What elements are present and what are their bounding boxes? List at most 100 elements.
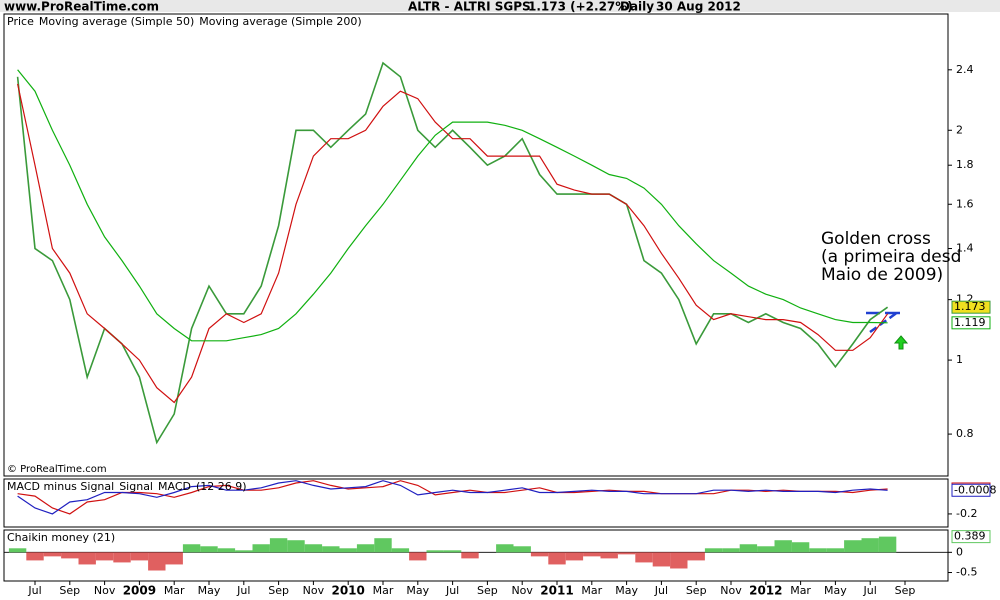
bar — [322, 546, 340, 553]
x-tick-label: May — [615, 584, 638, 597]
legend-entry: Moving average (Simple 50) — [39, 15, 194, 28]
annotation: (a primeira desd — [821, 247, 961, 267]
y-tick-label: 2 — [956, 123, 963, 136]
x-tick-label: Sep — [268, 584, 289, 597]
bar — [426, 550, 444, 553]
bar — [513, 546, 531, 553]
bar — [26, 552, 44, 561]
x-tick-label: Nov — [511, 584, 533, 597]
bar — [635, 552, 653, 563]
bar — [530, 552, 549, 557]
x-tick-label: Jul — [863, 584, 877, 597]
y-tick-label: 0 — [956, 545, 963, 558]
y-tick-label: 1.8 — [956, 158, 974, 171]
bar — [252, 544, 270, 553]
arrow — [893, 335, 909, 350]
bar — [443, 550, 462, 553]
x-tick-label: 2009 — [123, 584, 156, 598]
annotation-line — [869, 310, 899, 334]
chaikin-panel — [3, 529, 949, 582]
bar — [548, 552, 566, 565]
bar — [43, 552, 62, 557]
series-line — [16, 61, 889, 445]
x-tick-label: Sep — [895, 584, 916, 597]
bar — [356, 544, 375, 553]
x-tick-label: Mar — [790, 584, 811, 597]
bar — [791, 542, 810, 553]
bar — [78, 552, 96, 565]
copyright: © ProRealTime.com — [7, 464, 107, 475]
bar — [809, 548, 827, 553]
value-box — [951, 300, 991, 314]
x-tick-label: Mar — [164, 584, 185, 597]
header-bar — [0, 0, 1000, 12]
series-line — [17, 83, 889, 404]
bar — [687, 552, 705, 561]
value-label: 1.119 — [954, 316, 986, 329]
bar — [113, 552, 131, 563]
bar — [739, 544, 758, 553]
x-tick-label: Sep — [686, 584, 707, 597]
legend-entry: MACD minus Signal — [7, 480, 114, 493]
bar — [61, 552, 79, 559]
legend-entry: Chaikin money (21) — [7, 531, 115, 544]
y-tick-label: -0.5 — [956, 566, 977, 579]
x-tick-label: May — [824, 584, 847, 597]
bar — [235, 550, 253, 553]
value-box — [951, 316, 991, 330]
bar — [774, 540, 792, 553]
bar — [704, 548, 723, 553]
site: www.ProRealTime.com — [4, 0, 159, 14]
y-tick-label: -0.2 — [956, 507, 977, 520]
series-line — [17, 480, 888, 515]
x-tick-label: Jul — [445, 584, 459, 597]
bar — [617, 552, 636, 555]
series-line — [17, 480, 888, 515]
annotation: Maio de 2009) — [821, 265, 943, 285]
bar — [287, 540, 305, 553]
bar — [130, 552, 149, 561]
series-line — [17, 69, 888, 342]
y-tick-label: 1 — [956, 353, 963, 366]
x-tick-label: May — [406, 584, 429, 597]
bar — [565, 552, 584, 561]
x-tick-label: Sep — [477, 584, 498, 597]
bar — [374, 538, 392, 553]
x-tick-label: Jul — [27, 584, 41, 597]
bar — [165, 552, 183, 565]
bar — [217, 548, 236, 553]
bar — [861, 538, 879, 553]
bar — [826, 548, 845, 553]
bar — [8, 548, 27, 553]
x-tick-label: Nov — [94, 584, 116, 597]
period: Daily — [620, 0, 654, 14]
legend-entry: Moving average (Simple 200) — [199, 15, 361, 28]
bar — [670, 552, 688, 569]
value-label: -0.0008 — [954, 483, 996, 496]
x-tick-label: Mar — [581, 584, 602, 597]
price-panel — [3, 13, 949, 477]
annotation: Golden cross — [821, 229, 931, 249]
legend-entry: Signal — [119, 480, 153, 493]
bar — [496, 544, 514, 553]
x-tick-label: 2012 — [749, 584, 782, 598]
bar — [200, 546, 218, 553]
value-box — [951, 483, 991, 497]
x-tick-label: 2010 — [331, 584, 364, 598]
legend-entry: Price — [7, 15, 34, 28]
x-tick-label: Sep — [59, 584, 80, 597]
bar — [844, 540, 862, 553]
x-tick-label: Nov — [720, 584, 742, 597]
x-tick-label: Jul — [654, 584, 668, 597]
bar — [722, 548, 740, 553]
legend-entry: MACD — [158, 480, 191, 493]
bar — [95, 552, 114, 561]
value-label: 1.173 — [954, 300, 986, 313]
y-tick-label: 0.8 — [956, 427, 974, 440]
bar — [391, 548, 410, 553]
bar — [583, 552, 601, 557]
bar — [757, 546, 775, 553]
bar — [600, 552, 618, 559]
y-tick-label: 1.4 — [956, 242, 974, 255]
